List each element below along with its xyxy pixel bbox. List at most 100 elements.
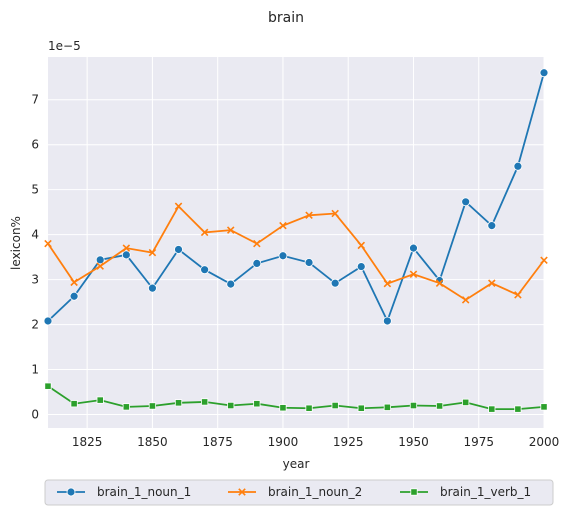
data-point	[201, 398, 209, 406]
x-tick-label: 1875	[202, 435, 233, 449]
legend-entry: brain_1_noun_2	[228, 485, 362, 499]
data-point	[252, 259, 262, 268]
data-point	[253, 239, 261, 248]
x-tick-label: 1925	[333, 435, 364, 449]
data-point	[540, 403, 548, 411]
axis-ticks: 1825 1850 1875 1900 1925 1950 1975 2000 0 1 2 3 4 5 6 7	[31, 93, 559, 449]
data-point	[227, 401, 235, 410]
legend-marker	[66, 487, 76, 497]
data-point	[331, 209, 339, 218]
data-point	[409, 401, 418, 410]
data-point	[226, 279, 236, 289]
legend-entry: brain_1_noun_1	[57, 485, 191, 499]
data-point	[70, 278, 78, 287]
data-point	[278, 251, 288, 261]
legend-label: brain_1_verb_1	[440, 485, 531, 499]
x-tick-label: 1950	[398, 435, 429, 449]
series-line	[47, 385, 545, 411]
legend: brain_1_noun_1 brain_1_noun_2 brain_1_verb…	[57, 485, 531, 499]
data-point	[540, 256, 548, 265]
data-point	[356, 262, 366, 271]
data-point	[331, 401, 339, 410]
data-point	[539, 68, 549, 78]
plot-area	[48, 57, 544, 428]
data-point	[95, 255, 105, 265]
data-point	[96, 396, 104, 404]
data-point	[44, 239, 52, 248]
y-tick-label: 2	[31, 318, 39, 332]
data-point	[148, 283, 157, 293]
grid-lines	[48, 57, 545, 428]
data-point	[357, 241, 366, 250]
series-line	[47, 72, 545, 324]
data-point	[279, 221, 287, 230]
data-point	[383, 403, 391, 411]
data-point	[462, 398, 470, 406]
data-point	[409, 270, 418, 278]
data-point	[488, 279, 496, 287]
data-point	[409, 243, 418, 253]
data-point	[461, 197, 471, 207]
data-point	[488, 405, 496, 413]
data-point	[69, 291, 79, 301]
data-point	[513, 161, 523, 171]
data-point	[174, 399, 183, 407]
series-line	[47, 204, 545, 301]
series-brain_1_noun_2	[44, 202, 548, 304]
y-tick-label: 3	[31, 273, 39, 287]
data-point	[200, 228, 209, 237]
data-point	[304, 258, 314, 267]
y-tick-label: 1	[31, 363, 39, 377]
data-point	[253, 400, 261, 408]
legend-label: brain_1_noun_1	[97, 485, 191, 499]
data-point	[305, 211, 313, 220]
legend-entry: brain_1_verb_1	[400, 485, 531, 499]
y-tick-label: 0	[31, 408, 39, 422]
data-point	[122, 403, 130, 411]
data-point	[122, 244, 131, 252]
data-point	[514, 405, 522, 413]
legend-marker	[238, 488, 246, 496]
data-point	[43, 316, 53, 326]
data-point	[226, 226, 235, 234]
y-tick-label: 4	[31, 228, 39, 242]
series-brain_1_noun_1	[43, 68, 549, 326]
data-point	[148, 248, 157, 257]
data-point	[461, 296, 470, 304]
x-tick-label: 2000	[529, 435, 560, 449]
legend-marker	[410, 488, 418, 496]
series-layer	[43, 68, 549, 413]
data-point	[200, 265, 210, 275]
legend-label: brain_1_noun_2	[268, 485, 362, 499]
y-tick-label: 7	[31, 93, 39, 107]
chart-title: brain	[268, 10, 304, 26]
data-point	[174, 202, 183, 211]
data-point	[96, 262, 104, 270]
x-tick-label: 1975	[463, 435, 494, 449]
data-point	[357, 404, 365, 412]
data-point	[44, 382, 52, 390]
data-point	[121, 250, 131, 260]
y-tick-label: 6	[31, 138, 39, 152]
series-brain_1_verb_1	[44, 382, 548, 413]
data-point	[383, 279, 392, 288]
x-tick-label: 1825	[72, 435, 103, 449]
y-axis-label: lexicon%	[9, 216, 23, 270]
x-tick-label: 1900	[268, 435, 299, 449]
data-point	[514, 291, 522, 299]
y-offset-label: 1e−5	[48, 39, 81, 53]
data-point	[279, 404, 287, 412]
x-axis-label: year	[283, 457, 310, 471]
data-point	[382, 316, 392, 326]
data-point	[330, 278, 340, 288]
data-point	[435, 279, 444, 287]
y-tick-label: 5	[31, 183, 39, 197]
legend-box	[44, 479, 554, 506]
x-tick-label: 1850	[137, 435, 168, 449]
data-point	[435, 402, 444, 410]
data-point	[174, 245, 183, 254]
data-point	[70, 400, 78, 408]
data-point	[148, 402, 157, 410]
data-point	[305, 404, 313, 412]
